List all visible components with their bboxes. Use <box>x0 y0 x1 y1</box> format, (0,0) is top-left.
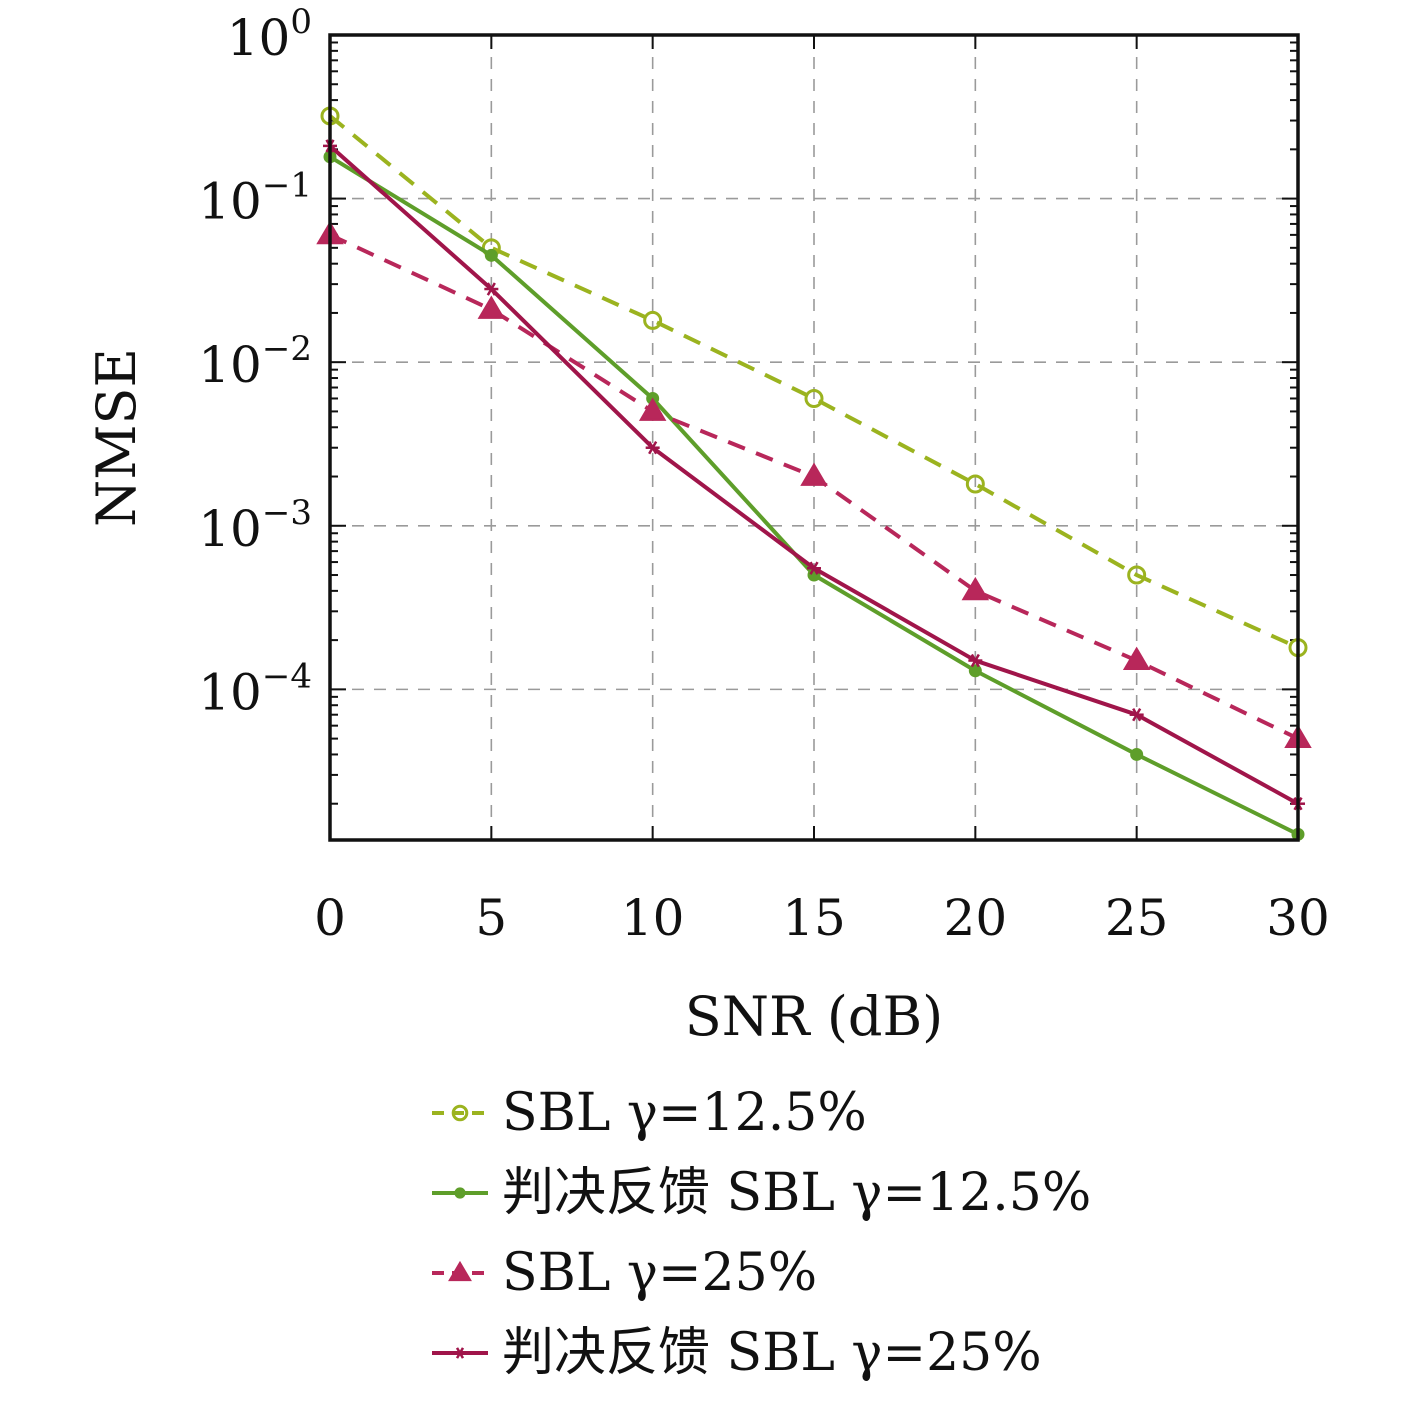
legend-label: 判决反馈 SBL γ=25% <box>502 1323 1042 1383</box>
data-point <box>1122 646 1151 670</box>
data-point-stroke <box>455 1347 465 1359</box>
series-lines <box>316 106 1312 841</box>
data-point <box>968 664 982 678</box>
x-tick-label: 5 <box>475 889 507 947</box>
plot-frame <box>328 33 1300 842</box>
legend-item-3: SBL γ=25% <box>432 1243 817 1303</box>
legend-item-4: 判决反馈 SBL γ=25% <box>432 1323 1042 1383</box>
y-axis-label: NMSE <box>85 348 148 527</box>
y-tick-label: 100 <box>227 2 312 67</box>
legend-label: SBL γ=25% <box>502 1243 817 1303</box>
data-point-stroke <box>809 561 819 575</box>
x-tick-label: 0 <box>314 889 346 947</box>
series-1 <box>320 106 1308 658</box>
data-point <box>451 1104 469 1122</box>
data-point <box>1130 747 1144 761</box>
data-point <box>804 388 824 408</box>
data-point <box>1129 708 1144 722</box>
data-point <box>484 248 498 262</box>
series-line <box>328 114 1299 650</box>
x-tick-label: 25 <box>1105 889 1169 947</box>
x-tick-label: 30 <box>1266 889 1330 947</box>
x-tick-label: 15 <box>782 889 846 947</box>
data-point <box>807 561 821 575</box>
legend-label: 判决反馈 SBL γ=12.5% <box>502 1163 1091 1223</box>
data-point <box>968 653 983 668</box>
y-tick-label: 10−3 <box>198 493 312 558</box>
data-point <box>961 576 990 601</box>
data-point-stroke <box>486 282 496 296</box>
data-point <box>965 474 985 494</box>
y-tick-label: 10−4 <box>198 656 312 721</box>
legend-item-1: SBL γ=12.5% <box>432 1083 867 1143</box>
x-tick-labels: 0 5 10 15 20 25 30 <box>314 889 1330 947</box>
data-point <box>638 397 667 421</box>
legend-item-2: 判决反馈 SBL γ=12.5% <box>432 1163 1091 1223</box>
data-point-stroke <box>1132 708 1142 722</box>
y-tick-labels: 100 10−1 10−2 10−3 10−4 <box>198 2 312 721</box>
y-tick-label: 10−1 <box>198 166 312 231</box>
legend-label: SBL γ=12.5% <box>502 1083 867 1143</box>
data-point <box>484 282 499 296</box>
x-axis-label: SNR (dB) <box>685 985 943 1048</box>
grid <box>330 35 1298 840</box>
data-point <box>454 1347 466 1359</box>
legend: SBL γ=12.5% 判决反馈 SBL γ=12.5% SBL γ=25% 判决反馈… <box>432 1083 1091 1383</box>
y-tick-label: 10−2 <box>198 329 312 394</box>
series-3 <box>316 220 1312 749</box>
data-point <box>477 295 506 319</box>
data-point <box>643 310 663 330</box>
data-point <box>454 1187 466 1199</box>
series-2 <box>323 150 1305 841</box>
data-point <box>1127 565 1147 585</box>
data-point-stroke <box>970 653 980 668</box>
data-point <box>645 441 660 455</box>
x-tick-label: 20 <box>944 889 1008 947</box>
data-point <box>448 1260 472 1282</box>
data-point <box>800 462 828 486</box>
x-tick-label: 10 <box>621 889 685 947</box>
data-point-stroke <box>648 441 658 455</box>
